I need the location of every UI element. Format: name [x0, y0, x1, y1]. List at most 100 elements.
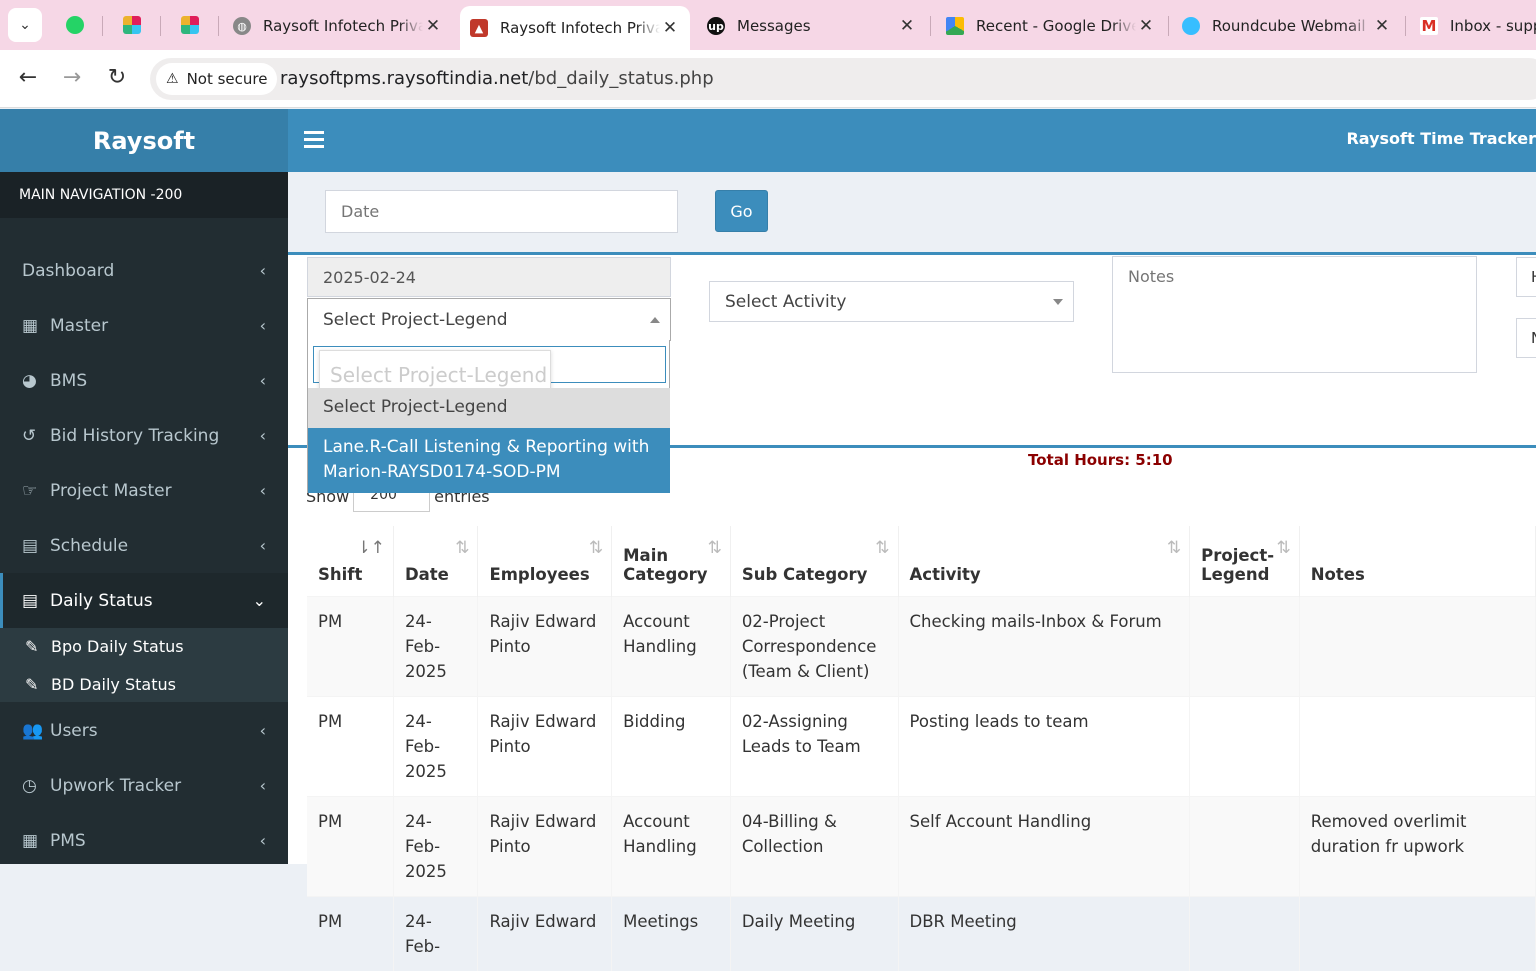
sort-icon: ⇅	[588, 538, 604, 558]
pie-chart-icon: ◕	[22, 370, 37, 391]
sidebar-item-label: Users	[50, 720, 98, 741]
app-logo[interactable]: Raysoft	[0, 109, 288, 172]
column-header-employees[interactable]: Employees ⇅	[477, 526, 613, 596]
back-arrow-icon[interactable]: ←	[18, 65, 38, 90]
calendar-icon: ▦	[22, 830, 39, 851]
column-header-sub-category[interactable]: Sub Category ⇅	[730, 526, 899, 596]
project-legend-dropdown: Select Project-Legend Select Project-Leg…	[307, 340, 670, 493]
tab-title: Raysoft Infotech Privat	[500, 19, 660, 37]
column-header-activity[interactable]: Activity ⇅	[898, 526, 1191, 596]
url-path: /bd_daily_status.php	[528, 68, 714, 89]
column-header-project-legend[interactable]: Project-Legend ⇅	[1189, 526, 1300, 596]
browser-tab[interactable]: Roundcube Webmail :: ✕	[1182, 8, 1392, 44]
hours-field[interactable]: H	[1516, 257, 1536, 297]
column-header-date[interactable]: Date ⇅	[393, 526, 479, 596]
reload-icon[interactable]: ↻	[107, 65, 127, 90]
forward-arrow-icon[interactable]: →	[62, 65, 82, 90]
chevron-left-icon: ‹	[259, 776, 266, 795]
cell-activity: DBR Meeting	[898, 895, 1191, 971]
sidebar-subitem-bd-daily-status[interactable]: ✎ BD Daily Status	[25, 669, 176, 699]
minutes-field[interactable]: N	[1516, 318, 1536, 358]
table-row: PM 24-Feb-2025 Rajiv Edward Pinto Biddin…	[307, 695, 1536, 796]
close-icon[interactable]: ✕	[425, 16, 441, 36]
slack-icon[interactable]	[181, 16, 199, 34]
close-icon[interactable]: ✕	[899, 16, 915, 36]
sort-icon: ⇅	[455, 538, 470, 558]
dropdown-option[interactable]: Select Project-Legend	[308, 388, 670, 428]
table-icon: ▤	[22, 535, 39, 556]
security-chip[interactable]: ⚠ Not secure	[156, 63, 278, 95]
whatsapp-icon[interactable]	[66, 16, 84, 34]
sidebar-item-label: Project Master	[50, 480, 172, 501]
table-row: PM 24-Feb-2025 Rajiv Edward Pinto Accoun…	[307, 595, 1536, 696]
project-legend-select[interactable]: Select Project-Legend	[307, 298, 671, 341]
sidebar-item-bid-history-tracking[interactable]: ↺ Bid History Tracking ‹	[0, 408, 288, 463]
tab-title: Raysoft Infotech Privat	[263, 17, 423, 35]
browser-tab[interactable]: Recent - Google Drive ✕	[946, 8, 1156, 44]
browser-tab[interactable]: up Messages ✕	[707, 8, 917, 44]
sidebar-subitem-bpo-daily-status[interactable]: ✎ Bpo Daily Status	[25, 631, 184, 661]
cell-project-legend	[1189, 595, 1300, 696]
go-button[interactable]: Go	[715, 190, 768, 232]
sidebar-subitem-label: BD Daily Status	[51, 674, 176, 694]
status-table-box: Total Hours: 5:10 Show 200 entries Shift…	[288, 448, 1536, 971]
cell-date: 24-Feb-2025	[393, 695, 479, 796]
chevron-down-icon: ⌄	[252, 591, 266, 610]
sidebar-item-dashboard[interactable]: Dashboard ‹	[0, 243, 288, 298]
table-icon: ▤	[22, 590, 39, 611]
close-icon[interactable]: ✕	[1138, 16, 1154, 36]
browser-tab[interactable]: ◍ Raysoft Infotech Privat ✕	[233, 8, 443, 44]
sidebar-item-label: Dashboard	[22, 260, 115, 281]
sidebar-section-title: MAIN NAVIGATION -200	[0, 172, 288, 218]
browser-tab-active[interactable]: ▲ Raysoft Infotech Privat ✕	[460, 6, 690, 50]
security-label: Not secure	[186, 70, 268, 88]
grid-icon: ▦	[22, 315, 39, 336]
upwork-icon: up	[707, 17, 725, 35]
sidebar-item-daily-status[interactable]: ▤ Daily Status ⌄	[0, 573, 288, 628]
url-text[interactable]: raysoftpms.raysoftindia.net/bd_daily_sta…	[280, 68, 714, 89]
sidebar-item-upwork-tracker[interactable]: ◷ Upwork Tracker ‹	[0, 758, 288, 813]
chevron-left-icon: ‹	[259, 316, 266, 335]
cell-notes	[1299, 695, 1536, 796]
cell-shift: PM	[307, 795, 394, 896]
date-filter-input[interactable]	[325, 190, 678, 233]
cell-employee: Rajiv Edward	[477, 895, 613, 971]
column-header-shift[interactable]: Shift ⇂↑	[307, 526, 394, 596]
entry-date-field[interactable]: 2025-02-24	[307, 257, 671, 297]
history-icon: ↺	[22, 425, 37, 446]
column-header-notes[interactable]: Notes	[1299, 526, 1536, 596]
activity-select[interactable]: Select Activity	[709, 281, 1074, 322]
sidebar-item-schedule[interactable]: ▤ Schedule ‹	[0, 518, 288, 573]
notes-textarea[interactable]	[1112, 256, 1477, 373]
sort-icon: ⇅	[1276, 538, 1291, 558]
tab-search-button[interactable]: ⌄	[8, 8, 42, 42]
sort-icon: ⇅	[875, 538, 890, 558]
cell-activity: Self Account Handling	[898, 795, 1191, 896]
cell-project-legend	[1189, 695, 1300, 796]
cell-sub-category: 02-Project Correspondence (Team & Client…	[730, 595, 899, 696]
slack-icon[interactable]	[123, 16, 141, 34]
sidebar-item-pms[interactable]: ▦ PMS ‹	[0, 813, 288, 868]
column-header-main-category[interactable]: Main Category ⇅	[611, 526, 731, 596]
browser-tab[interactable]: M Inbox - suppo	[1420, 8, 1536, 44]
cell-shift: PM	[307, 895, 394, 971]
dropdown-option-highlighted[interactable]: Lane.R-Call Listening & Reporting with M…	[308, 428, 670, 493]
sidebar-item-bms[interactable]: ◕ BMS ‹	[0, 353, 288, 408]
cell-notes	[1299, 595, 1536, 696]
sidebar-item-project-master[interactable]: ☞ Project Master ‹	[0, 463, 288, 518]
hamburger-menu-icon[interactable]	[304, 127, 324, 153]
cell-sub-category: Daily Meeting	[730, 895, 899, 971]
tab-title: Messages	[737, 17, 811, 35]
sidebar-item-master[interactable]: ▦ Master ‹	[0, 298, 288, 353]
chevron-left-icon: ‹	[259, 371, 266, 390]
warning-icon: ⚠	[166, 71, 179, 87]
caret-down-icon	[1053, 299, 1063, 305]
activity-select-value: Select Activity	[725, 292, 847, 312]
sidebar-item-users[interactable]: 👥 Users ‹	[0, 703, 288, 758]
tab-title: Roundcube Webmail ::	[1212, 17, 1372, 35]
chevron-left-icon: ‹	[259, 481, 266, 500]
omnibox[interactable]: ⚠ Not secure raysoftpms.raysoftindia.net…	[150, 58, 1536, 100]
close-icon[interactable]: ✕	[662, 18, 678, 38]
close-icon[interactable]: ✕	[1374, 16, 1390, 36]
chevron-left-icon: ‹	[259, 426, 266, 445]
